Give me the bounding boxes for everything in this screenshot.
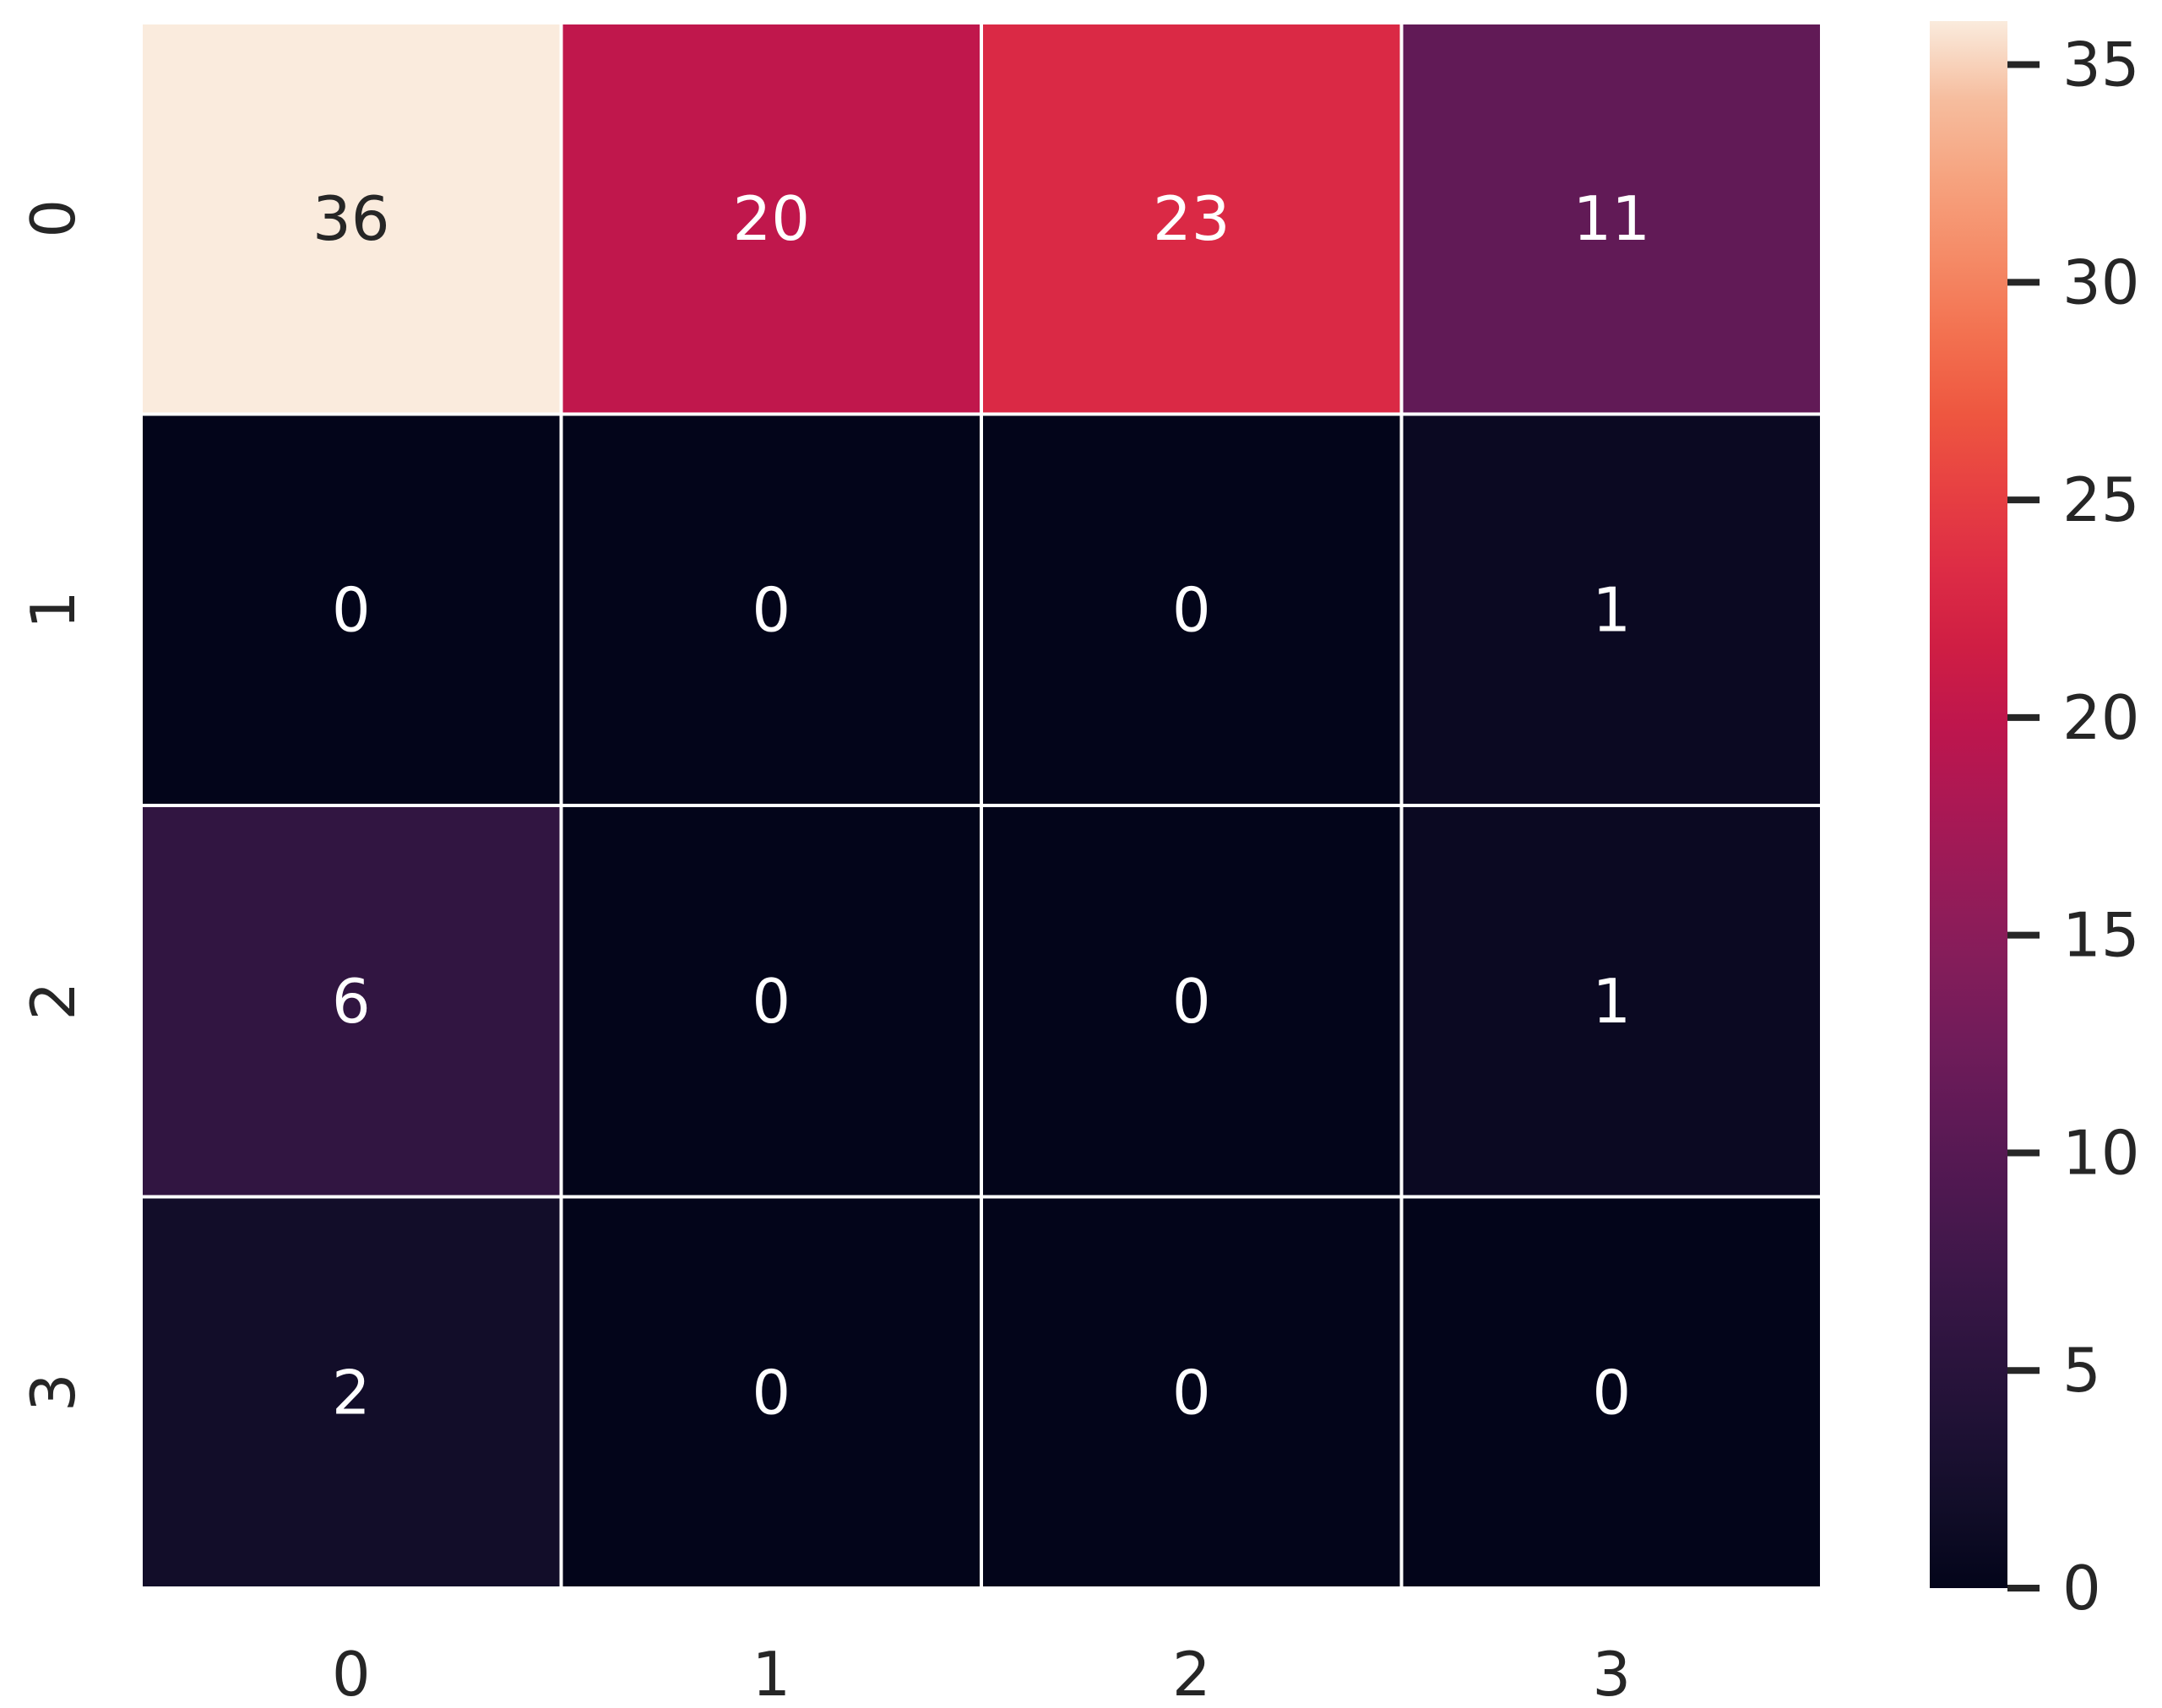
heatmap-cell-r3-c2 (980, 1195, 1404, 1590)
colorbar-tick-label-20: 20 (2062, 682, 2140, 753)
cell-value-r3-c2: 0 (1172, 1357, 1211, 1428)
heatmap-cell-r1-c3 (1399, 412, 1823, 807)
cell-value-r3-c1: 0 (752, 1357, 790, 1428)
colorbar-tick-label-25: 25 (2062, 464, 2140, 535)
y-tick-label-3: 3 (18, 1373, 89, 1412)
colorbar-tick-label-15: 15 (2062, 900, 2140, 971)
heatmap-cell-r0-c2 (980, 21, 1404, 416)
y-tick-label-2: 2 (18, 982, 89, 1021)
cell-value-r2-c0: 6 (332, 966, 371, 1037)
y-tick-label-1: 1 (18, 590, 89, 629)
colorbar-gradient (1930, 21, 2007, 1588)
colorbar-tick-label-5: 5 (2062, 1335, 2101, 1406)
cell-annotations: 36 20 23 110 0 0 16 0 0 12 0 0 0 (312, 183, 1650, 1429)
colorbar: 0 5 10 15 20 25 30 35 (1930, 21, 2140, 1624)
cell-value-r2-c3: 1 (1592, 966, 1631, 1037)
heatmap-cell-r1-c1 (559, 412, 983, 807)
heatmap-cells (139, 21, 1823, 1590)
colorbar-tick-label-10: 10 (2062, 1117, 2140, 1188)
heatmap-cell-r0-c3 (1399, 21, 1823, 416)
colorbar-tick-label-35: 35 (2062, 30, 2140, 100)
x-tick-label-0: 0 (332, 1639, 371, 1705)
heatmap-cell-r2-c1 (559, 804, 983, 1199)
colorbar-tick-label-30: 30 (2062, 247, 2140, 317)
cell-value-r3-c0: 2 (332, 1357, 371, 1428)
cell-value-r0-c2: 23 (1153, 183, 1230, 254)
x-tick-label-2: 2 (1172, 1639, 1211, 1705)
cell-value-r2-c2: 0 (1172, 966, 1211, 1037)
heatmap-cell-r3-c0 (139, 1195, 563, 1590)
x-tick-label-1: 1 (752, 1639, 790, 1705)
cell-value-r3-c3: 0 (1592, 1357, 1631, 1428)
heatmap-cell-r0-c0 (139, 21, 563, 416)
y-axis: 0 1 2 3 (18, 199, 89, 1412)
x-tick-label-3: 3 (1592, 1639, 1631, 1705)
heatmap-cell-r0-c1 (559, 21, 983, 416)
x-axis: 0 1 2 3 (332, 1639, 1631, 1708)
cell-value-r0-c3: 11 (1573, 183, 1650, 254)
y-tick-label-0: 0 (18, 199, 89, 238)
cell-value-r0-c0: 36 (312, 183, 390, 254)
heatmap-cell-r2-c3 (1399, 804, 1823, 1199)
cell-value-r2-c1: 0 (752, 966, 790, 1037)
colorbar-tick-label-0: 0 (2062, 1553, 2101, 1624)
heatmap-cell-r3-c1 (559, 1195, 983, 1590)
cell-value-r1-c2: 0 (1172, 574, 1211, 645)
cell-value-r1-c3: 1 (1592, 574, 1631, 645)
cell-value-r1-c1: 0 (752, 574, 790, 645)
heatmap-cell-r3-c3 (1399, 1195, 1823, 1590)
cell-value-r1-c0: 0 (332, 574, 371, 645)
cell-value-r0-c1: 20 (732, 183, 810, 254)
heatmap-cell-r1-c0 (139, 412, 563, 807)
